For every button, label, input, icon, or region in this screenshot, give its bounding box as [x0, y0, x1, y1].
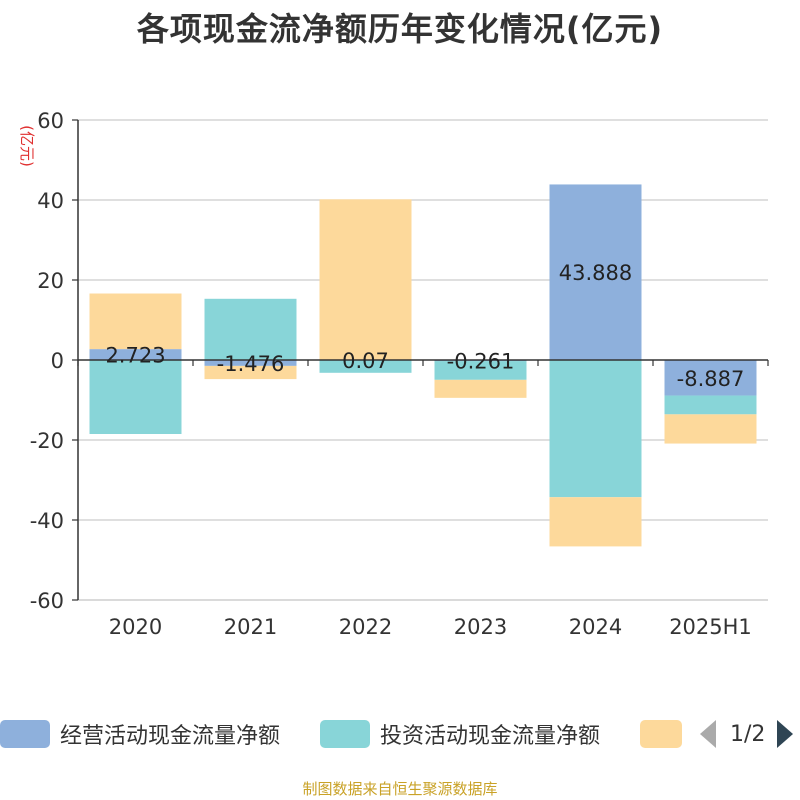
legend-swatch-operating: [0, 720, 50, 748]
bar-series-2-2022[interactable]: [319, 199, 412, 360]
x-tick-label: 2021: [224, 615, 277, 639]
legend-next-icon[interactable]: [777, 720, 794, 748]
y-tick-label: -20: [30, 429, 64, 453]
bar-series-1-2024[interactable]: [549, 360, 642, 498]
legend-swatch-financing: [640, 720, 682, 748]
x-tick-label: 2023: [454, 615, 507, 639]
bar-series-0-2025H1[interactable]: [664, 360, 757, 396]
bar-series-2-2021[interactable]: [204, 365, 297, 380]
bar-series-2-2025H1[interactable]: [664, 414, 757, 444]
data-label: 0.07: [342, 349, 389, 373]
y-tick-label: 20: [37, 269, 64, 293]
bar-series-0-2021[interactable]: [204, 360, 297, 366]
bar-series-2-2023[interactable]: [434, 379, 527, 398]
bar-series-1-2021[interactable]: [204, 298, 297, 360]
y-tick-label: 0: [51, 349, 64, 373]
data-label: -8.887: [677, 367, 745, 391]
data-label: -1.476: [217, 352, 285, 376]
bar-series-2-2024[interactable]: [549, 497, 642, 547]
axes: 60 40 20 0 -20 -40 -60 2020 2021 2022 2023 2024 2025…: [30, 109, 769, 639]
legend-swatch-investing: [320, 720, 370, 748]
bar-series-1-2023[interactable]: [434, 361, 527, 380]
legend-item-operating[interactable]: 经营活动现金流量净额: [0, 718, 280, 750]
bar-series-2-2020[interactable]: [89, 293, 182, 350]
bar-series: [89, 184, 757, 547]
bar-series-1-2025H1[interactable]: [664, 395, 757, 415]
legend-page-indicator: 1/2: [730, 721, 766, 747]
legend-prev-icon[interactable]: [700, 720, 716, 748]
bar-series-0-2020[interactable]: [89, 349, 182, 360]
data-labels: 2.723 -1.476 0.07 -0.261 43.888 -8.887: [105, 261, 744, 391]
x-tick-label: 2020: [109, 615, 162, 639]
y-axis-unit-label: (亿元): [18, 125, 36, 167]
data-label: -0.261: [447, 350, 515, 374]
grid-lines: [78, 119, 768, 601]
bar-chart: 60 40 20 0 -20 -40 -60 2020 2021 2022 2023 2024 2025…: [18, 109, 769, 639]
bar-series-0-2024[interactable]: [549, 184, 642, 360]
legend-item-financing[interactable]: [640, 720, 682, 748]
x-tick-label: 2024: [569, 615, 622, 639]
data-label: 2.723: [105, 344, 165, 368]
legend-label-investing: 投资活动现金流量净额: [380, 724, 601, 749]
data-label: 43.888: [559, 261, 632, 285]
legend-item-investing[interactable]: 投资活动现金流量净额: [320, 718, 600, 750]
legend-pager: 1/2: [700, 716, 794, 752]
bar-series-1-2022[interactable]: [319, 360, 412, 373]
legend-label-operating: 经营活动现金流量净额: [60, 724, 281, 749]
y-tick-label: -60: [30, 589, 64, 613]
legend: 经营活动现金流量净额 投资活动现金流量净额: [0, 716, 800, 752]
y-tick-label: 40: [37, 189, 64, 213]
source-footer: 制图数据来自恒生聚源数据库: [302, 780, 498, 798]
y-tick-label: -40: [30, 509, 64, 533]
y-tick-label: 60: [37, 109, 64, 133]
bar-series-1-2020[interactable]: [89, 360, 182, 434]
x-tick-label: 2025H1: [669, 615, 752, 639]
chart-title: 各项现金流净额历年变化情况(亿元): [136, 10, 664, 48]
x-tick-label: 2022: [339, 615, 392, 639]
